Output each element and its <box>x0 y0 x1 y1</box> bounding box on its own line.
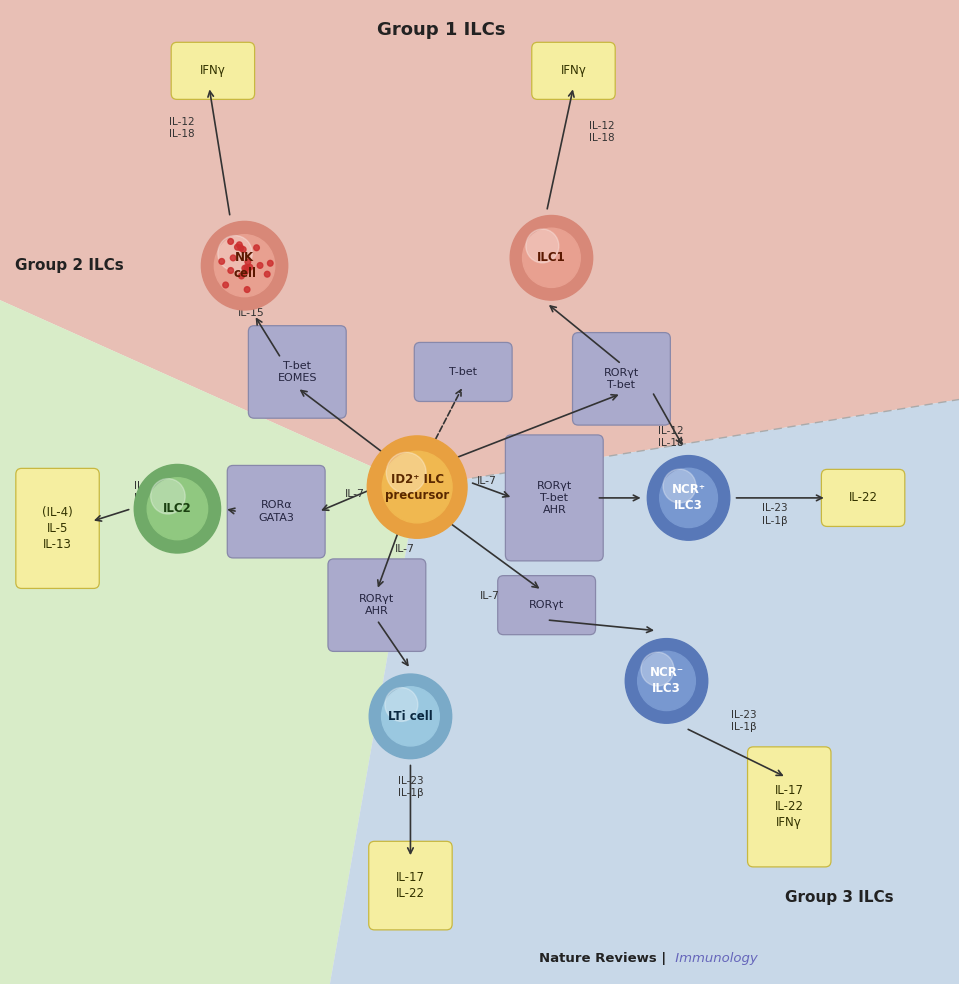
Text: RORα
GATA3: RORα GATA3 <box>258 501 294 523</box>
Text: T-bet: T-bet <box>449 367 478 377</box>
Text: IL-25
IL-33
TSLP: IL-25 IL-33 TSLP <box>134 480 159 516</box>
Circle shape <box>243 269 248 275</box>
Text: ILC2: ILC2 <box>163 502 192 516</box>
Text: IL-12
IL-18: IL-12 IL-18 <box>170 117 195 139</box>
Circle shape <box>228 238 233 244</box>
Circle shape <box>215 235 275 297</box>
Text: LTi cell: LTi cell <box>388 709 433 723</box>
Text: T-bet
EOMES: T-bet EOMES <box>277 361 317 383</box>
Text: ILC1: ILC1 <box>537 251 566 265</box>
FancyBboxPatch shape <box>368 841 453 930</box>
Text: NCR⁺
ILC3: NCR⁺ ILC3 <box>671 483 706 513</box>
Circle shape <box>238 245 244 251</box>
Circle shape <box>151 478 185 514</box>
Circle shape <box>230 255 236 261</box>
Text: IL-22: IL-22 <box>849 491 877 505</box>
Circle shape <box>638 651 695 710</box>
Text: Nature Reviews |: Nature Reviews | <box>539 952 667 965</box>
Text: RORγt
T-bet
AHR: RORγt T-bet AHR <box>537 480 572 516</box>
Circle shape <box>268 261 273 266</box>
Text: Immunology: Immunology <box>671 952 758 965</box>
Text: Group 1 ILCs: Group 1 ILCs <box>377 21 505 38</box>
Circle shape <box>523 228 580 287</box>
Polygon shape <box>330 400 959 984</box>
Circle shape <box>228 268 234 274</box>
FancyBboxPatch shape <box>573 333 670 425</box>
Text: NK
cell: NK cell <box>233 251 256 280</box>
Circle shape <box>134 464 221 553</box>
Circle shape <box>265 272 270 277</box>
Circle shape <box>237 242 243 248</box>
Circle shape <box>218 235 252 271</box>
Text: Group 3 ILCs: Group 3 ILCs <box>784 890 894 905</box>
Circle shape <box>247 265 252 270</box>
Polygon shape <box>0 300 417 984</box>
FancyBboxPatch shape <box>171 42 254 99</box>
Circle shape <box>244 265 249 271</box>
Circle shape <box>367 436 467 538</box>
Circle shape <box>625 639 708 723</box>
Circle shape <box>386 453 426 493</box>
Circle shape <box>148 477 207 539</box>
Text: IL-23
IL-1β: IL-23 IL-1β <box>732 710 757 732</box>
Circle shape <box>242 266 247 272</box>
Text: IL-7: IL-7 <box>395 544 414 554</box>
FancyBboxPatch shape <box>505 435 603 561</box>
Text: IFNγ: IFNγ <box>200 64 225 78</box>
Text: RORγt
T-bet: RORγt T-bet <box>604 368 639 390</box>
FancyBboxPatch shape <box>498 576 596 635</box>
Text: IL-15: IL-15 <box>238 308 265 318</box>
Circle shape <box>257 263 263 269</box>
Circle shape <box>245 259 250 265</box>
Text: NCR⁻
ILC3: NCR⁻ ILC3 <box>649 666 684 696</box>
Text: IL-17
IL-22
IFNγ: IL-17 IL-22 IFNγ <box>775 784 804 830</box>
Text: (IL-4)
IL-5
IL-13: (IL-4) IL-5 IL-13 <box>42 506 73 551</box>
Text: ID2⁺ ILC
precursor: ID2⁺ ILC precursor <box>386 472 449 502</box>
Text: IL-7: IL-7 <box>345 489 364 499</box>
Text: IL-12
IL-18: IL-12 IL-18 <box>659 426 684 448</box>
FancyBboxPatch shape <box>531 42 616 99</box>
Circle shape <box>382 687 439 746</box>
FancyBboxPatch shape <box>227 465 325 558</box>
Text: RORγt: RORγt <box>529 600 564 610</box>
Text: IL-17
IL-22: IL-17 IL-22 <box>396 871 425 900</box>
Circle shape <box>222 282 228 288</box>
Text: RORγt
AHR: RORγt AHR <box>360 594 394 616</box>
Text: Group 2 ILCs: Group 2 ILCs <box>14 258 124 274</box>
Circle shape <box>663 469 696 503</box>
Circle shape <box>201 221 288 310</box>
FancyBboxPatch shape <box>821 469 905 526</box>
Circle shape <box>526 229 559 263</box>
Circle shape <box>510 215 593 300</box>
Text: IL-7: IL-7 <box>480 591 500 601</box>
Circle shape <box>239 274 245 278</box>
Text: IL-23
IL-1β: IL-23 IL-1β <box>398 776 423 798</box>
FancyBboxPatch shape <box>414 342 512 401</box>
Circle shape <box>235 244 240 250</box>
Circle shape <box>369 674 452 759</box>
FancyBboxPatch shape <box>748 747 830 867</box>
Circle shape <box>245 286 250 292</box>
FancyBboxPatch shape <box>248 326 346 418</box>
Circle shape <box>641 652 674 686</box>
Polygon shape <box>0 0 959 487</box>
Text: IL-12
IL-18: IL-12 IL-18 <box>590 121 615 143</box>
Text: IL-23
IL-1β: IL-23 IL-1β <box>762 504 787 525</box>
Text: IFNγ: IFNγ <box>561 64 586 78</box>
Circle shape <box>660 468 717 527</box>
Text: IL-7: IL-7 <box>477 476 497 486</box>
Circle shape <box>254 245 259 251</box>
Circle shape <box>241 247 246 252</box>
FancyBboxPatch shape <box>15 468 100 588</box>
Circle shape <box>385 688 418 721</box>
Circle shape <box>383 452 452 523</box>
Circle shape <box>219 259 224 265</box>
Circle shape <box>647 456 730 540</box>
FancyBboxPatch shape <box>328 559 426 651</box>
